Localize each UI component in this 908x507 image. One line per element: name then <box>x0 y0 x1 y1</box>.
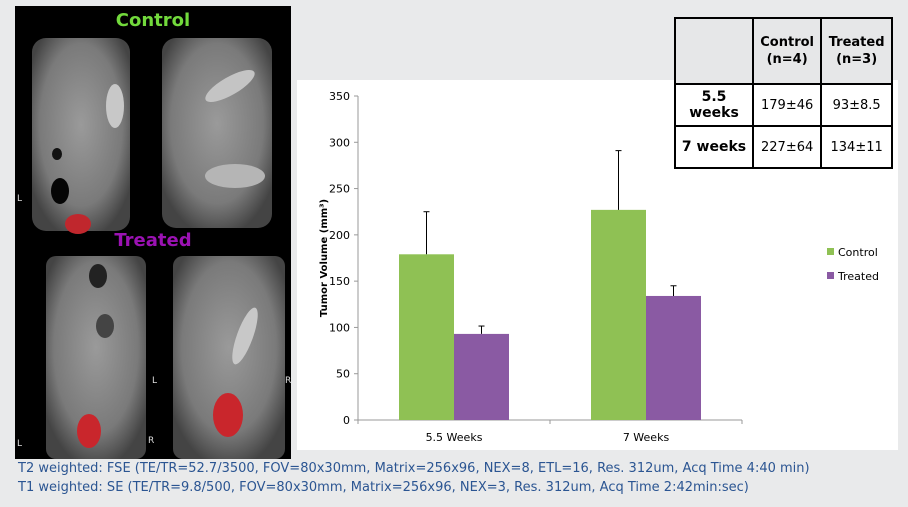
orientation-mark: L <box>17 194 22 204</box>
bar-treated <box>454 333 509 420</box>
bar-treated <box>646 295 701 420</box>
y-tick-label: 100 <box>329 321 350 334</box>
mri-scans: L L R L R <box>17 38 291 459</box>
y-tick-label: 150 <box>329 275 350 288</box>
table-corner-cell <box>674 17 754 85</box>
legend-swatch <box>827 248 834 255</box>
mri-image-panel: Control <box>15 6 291 459</box>
table-cell: 179±46 <box>751 83 823 127</box>
bar-chart: 0 50 100 150 200 250 300 350 5.5 Weeks 7 Weeks Tum… <box>319 90 879 444</box>
treated-label: Treated <box>114 230 192 251</box>
orientation-mark: R <box>285 376 291 386</box>
y-tick-label: 300 <box>329 136 350 149</box>
legend-label: Control <box>838 246 878 259</box>
bar-control <box>591 209 646 420</box>
footer-t1-params: T1 weighted: SE (TE/TR=9.8/500, FOV=80x3… <box>18 480 749 495</box>
summary-table: Control (n=4) Treated (n=3) 5.5 weeks 179±… <box>674 17 893 169</box>
table-header-row: Control (n=4) Treated (n=3) <box>674 17 893 85</box>
y-tick-label: 50 <box>336 368 350 381</box>
y-axis-title: Tumor Volume (mm³) <box>319 199 330 317</box>
table-header-treated: Treated (n=3) <box>820 17 893 85</box>
y-tick-label: 0 <box>343 414 350 427</box>
table-header-control: Control (n=4) <box>751 17 823 85</box>
legend-label: Treated <box>837 270 879 283</box>
table-cell: 227±64 <box>751 125 823 169</box>
treated-scan-right <box>173 256 285 459</box>
table-row: 7 weeks 227±64 134±11 <box>674 125 893 169</box>
tumor-marker <box>77 414 101 448</box>
control-label: Control <box>115 10 191 31</box>
y-tick-label: 350 <box>329 90 350 103</box>
row-label: 5.5 weeks <box>674 83 754 127</box>
x-tick-label: 5.5 Weeks <box>426 431 483 444</box>
footer-t2-params: T2 weighted: FSE (TE/TR=52.7/3500, FOV=8… <box>18 461 810 476</box>
orientation-mark: L <box>152 376 157 386</box>
bar-control <box>399 254 454 420</box>
row-label: 7 weeks <box>674 125 754 169</box>
orientation-mark: R <box>148 436 154 446</box>
table-cell: 93±8.5 <box>820 83 893 127</box>
tumor-marker <box>65 214 91 234</box>
legend-swatch <box>827 272 834 279</box>
table-row: 5.5 weeks 179±46 93±8.5 <box>674 83 893 127</box>
y-tick-label: 250 <box>329 183 350 196</box>
orientation-mark: L <box>17 439 22 449</box>
x-tick-label: 7 Weeks <box>623 431 670 444</box>
table-cell: 134±11 <box>820 125 893 169</box>
tumor-marker <box>213 393 243 437</box>
control-scan-right <box>162 38 272 228</box>
control-scan-left <box>32 38 130 234</box>
treated-scan-left <box>46 256 146 459</box>
y-tick-label: 200 <box>329 229 350 242</box>
